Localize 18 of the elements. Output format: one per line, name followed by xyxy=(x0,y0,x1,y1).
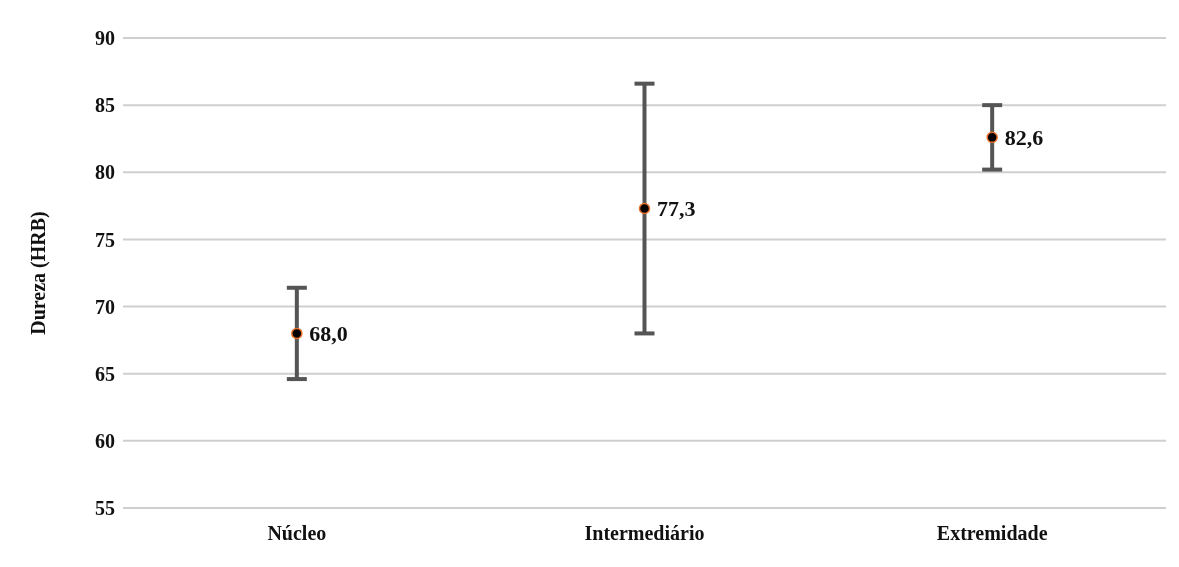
y-tick-label: 70 xyxy=(95,295,115,318)
y-tick-label: 55 xyxy=(95,497,115,520)
point xyxy=(638,202,651,215)
x-tick-label: Extremidade xyxy=(936,522,1048,545)
y-tick-label: 90 xyxy=(95,27,115,50)
y-tick-label: 65 xyxy=(95,362,115,385)
data-label: 77,3 xyxy=(657,196,696,222)
y-tick-label: 60 xyxy=(95,429,115,452)
x-tick-label: Núcleo xyxy=(267,522,327,545)
y-tick-label: 85 xyxy=(95,94,115,117)
y-tick-label: 80 xyxy=(95,161,115,184)
point xyxy=(986,131,998,144)
y-tick-label: 75 xyxy=(95,228,115,251)
x-tick-label: Intermediário xyxy=(584,522,705,545)
point xyxy=(291,327,303,340)
y-axis-title: Dureza (HRB) xyxy=(27,211,51,335)
data-label: 82,6 xyxy=(1004,125,1044,151)
data-label: 68,0 xyxy=(309,321,348,347)
